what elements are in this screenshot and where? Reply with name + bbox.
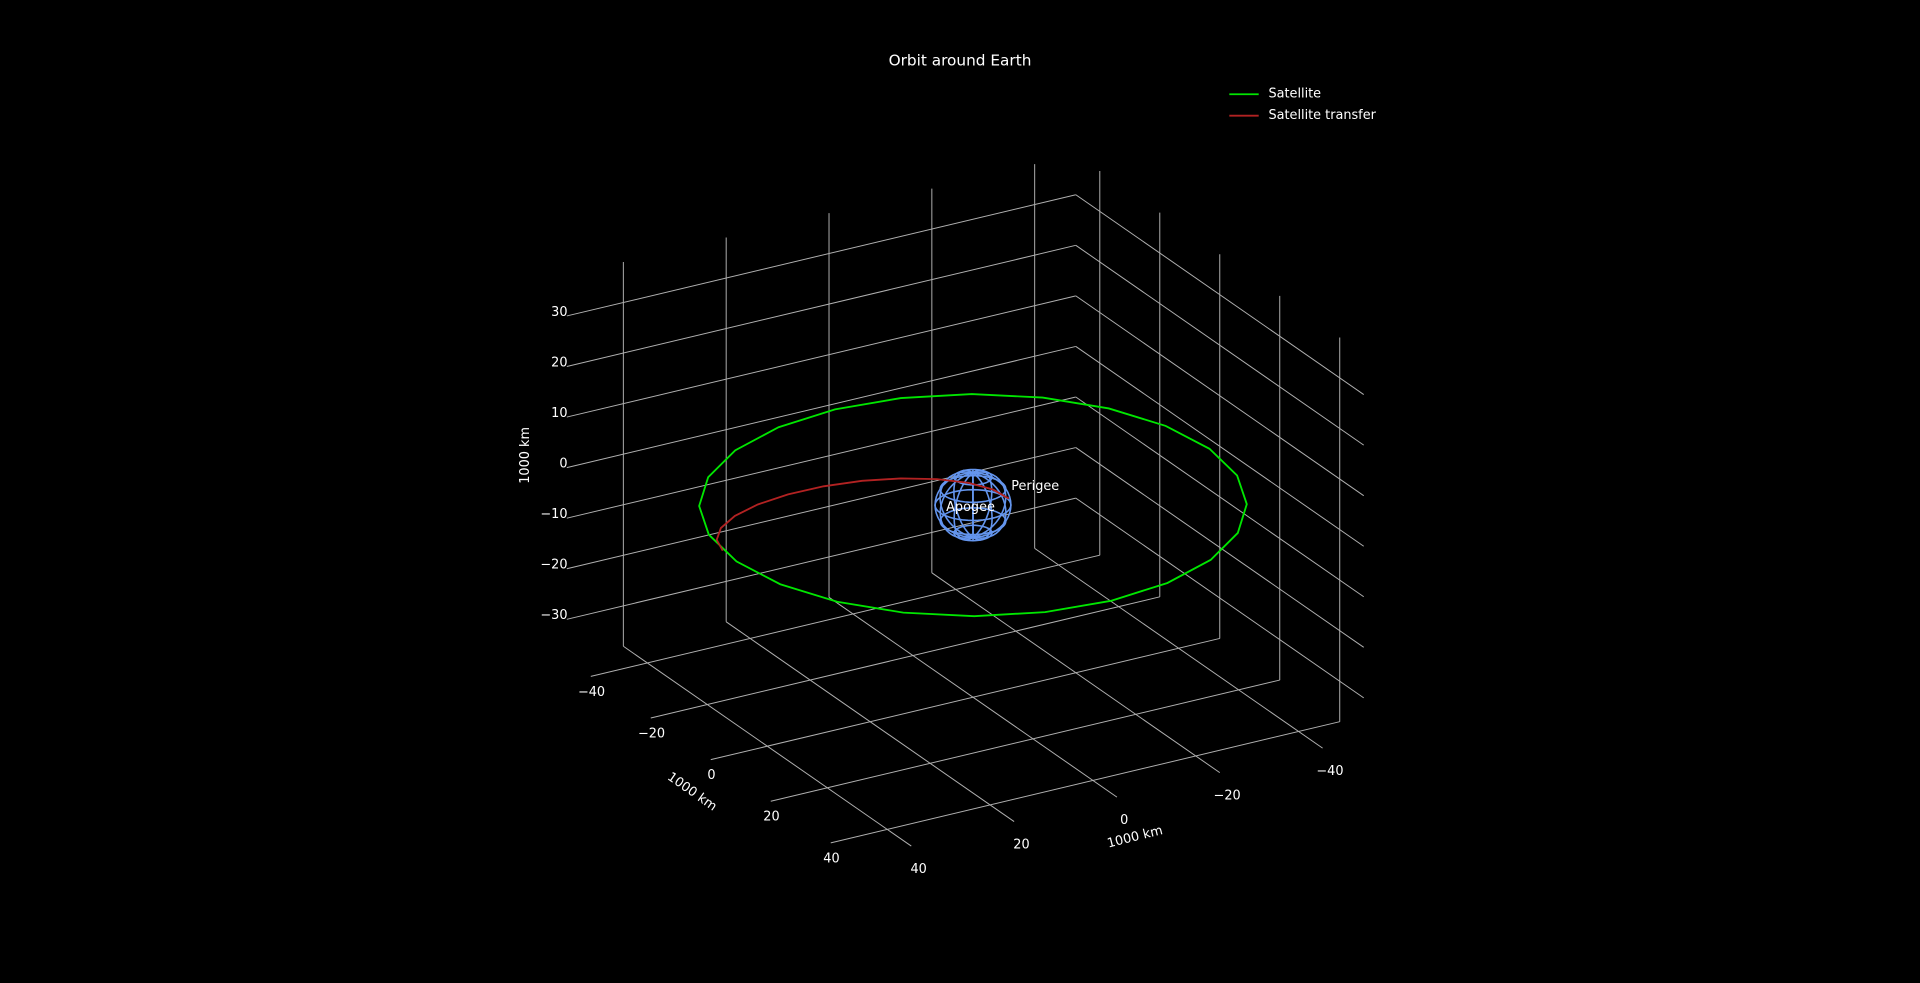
z-tick-label: −20 <box>540 558 567 573</box>
y-axis-label: 1000 km <box>1106 823 1165 851</box>
orbit-line <box>715 477 1010 552</box>
wall-grid-line <box>566 194 1076 317</box>
z-tick-label: −10 <box>540 507 567 522</box>
z-tick-label: 0 <box>559 456 567 471</box>
y-tick-label: 0 <box>1120 813 1128 828</box>
wall-grid-line <box>566 295 1076 418</box>
y-tick-label: −40 <box>1316 764 1343 779</box>
wall-grid-line <box>1075 346 1365 547</box>
legend-label: Satellite transfer <box>1268 108 1376 123</box>
wall-grid-line <box>1075 497 1365 699</box>
wall-grid-line <box>1075 244 1365 446</box>
floor-grid-line <box>725 621 1015 822</box>
orbit-line <box>698 393 1248 618</box>
earth-wireframe <box>953 524 993 542</box>
floor-grid-line <box>1034 547 1323 749</box>
wall-grid-line <box>566 345 1076 469</box>
floor-grid-line <box>931 572 1221 774</box>
wall-grid-line <box>1075 396 1365 598</box>
legend-label: Satellite <box>1268 87 1321 102</box>
x-tick-label: 0 <box>707 768 715 783</box>
earth-wireframe <box>939 474 1007 504</box>
y-tick-label: 40 <box>910 862 926 877</box>
z-tick-label: 10 <box>551 406 567 421</box>
annotation: Apogee <box>946 500 995 515</box>
wall-grid-line <box>1075 295 1365 497</box>
earth-wireframe <box>939 507 1007 536</box>
wall-grid-line <box>566 396 1076 519</box>
earth-wireframe <box>953 468 993 486</box>
x-tick-label: −20 <box>638 726 665 741</box>
wall-grid-line <box>1075 447 1365 648</box>
chart-title: Orbit around Earth <box>889 52 1032 70</box>
z-axis-label: 1000 km <box>518 427 533 484</box>
y-tick-label: −20 <box>1214 788 1241 803</box>
annotation: Perigee <box>1011 479 1059 494</box>
x-tick-label: −40 <box>578 685 605 700</box>
z-tick-label: −30 <box>540 608 567 623</box>
wall-grid-line <box>1075 194 1365 395</box>
floor-grid-line <box>770 679 1280 802</box>
earth-wireframe <box>934 488 1012 522</box>
y-tick-label: 20 <box>1013 837 1029 852</box>
floor-grid-line <box>828 596 1118 798</box>
z-tick-label: 20 <box>551 355 567 370</box>
x-tick-label: 20 <box>763 810 779 825</box>
floor-grid-line <box>830 721 1340 844</box>
legend: Satellite Satellite transfer <box>1229 87 1377 123</box>
wall-grid-line <box>566 244 1076 367</box>
floor-grid-line <box>710 637 1220 761</box>
floor-grid-line <box>623 645 912 847</box>
floor-grid-line <box>590 554 1100 677</box>
x-tick-label: 40 <box>823 851 839 866</box>
floor-grid-line <box>650 596 1160 719</box>
wall-grid-line <box>566 447 1076 570</box>
z-tick-label: 30 <box>551 305 567 320</box>
